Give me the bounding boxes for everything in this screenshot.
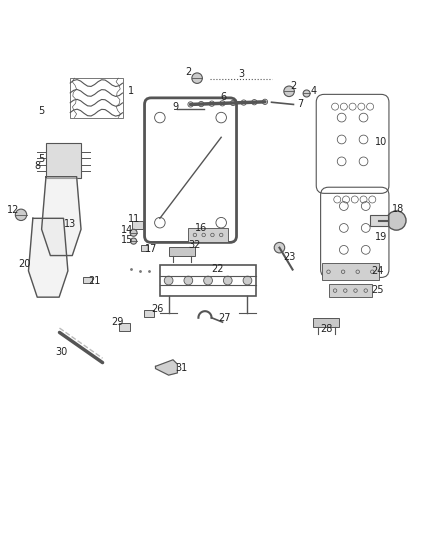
Bar — [119, 323, 131, 330]
Polygon shape — [155, 360, 177, 375]
Text: 19: 19 — [375, 232, 387, 242]
Text: 5: 5 — [39, 106, 45, 116]
Text: 32: 32 — [189, 240, 201, 251]
Text: 27: 27 — [218, 313, 230, 323]
Text: 25: 25 — [371, 285, 384, 295]
Circle shape — [192, 73, 202, 84]
Text: 4: 4 — [310, 86, 316, 96]
Text: 3: 3 — [238, 69, 244, 79]
Text: 7: 7 — [297, 99, 303, 109]
Circle shape — [274, 243, 285, 253]
Circle shape — [303, 90, 310, 97]
Text: 31: 31 — [176, 363, 188, 373]
Text: 16: 16 — [195, 223, 208, 233]
Circle shape — [387, 211, 406, 230]
Bar — [70, 78, 123, 118]
Circle shape — [15, 209, 27, 221]
Circle shape — [243, 276, 252, 285]
Text: 6: 6 — [220, 92, 226, 102]
Text: 22: 22 — [212, 264, 224, 273]
Circle shape — [164, 276, 173, 285]
Text: 23: 23 — [283, 252, 295, 262]
Text: 2: 2 — [290, 81, 297, 91]
Bar — [144, 310, 154, 317]
Text: 17: 17 — [145, 244, 157, 254]
Bar — [328, 284, 372, 297]
Text: 26: 26 — [152, 304, 164, 314]
Bar — [132, 221, 144, 229]
Text: 2: 2 — [185, 67, 191, 77]
Text: 11: 11 — [127, 214, 140, 224]
Circle shape — [204, 276, 212, 285]
Bar — [370, 215, 388, 226]
Bar — [313, 318, 339, 327]
Text: 8: 8 — [34, 161, 40, 171]
Bar — [83, 277, 92, 283]
Circle shape — [223, 276, 232, 285]
Text: 29: 29 — [111, 317, 123, 327]
Text: 30: 30 — [55, 347, 67, 357]
Circle shape — [130, 229, 137, 236]
Text: 28: 28 — [320, 324, 332, 334]
Bar — [188, 229, 228, 241]
Text: 15: 15 — [121, 235, 134, 245]
Circle shape — [131, 238, 137, 244]
Bar — [169, 247, 195, 255]
Text: 13: 13 — [64, 219, 76, 229]
Text: 1: 1 — [128, 86, 134, 96]
Text: 20: 20 — [18, 259, 30, 269]
Text: 5: 5 — [39, 154, 45, 164]
Text: 10: 10 — [375, 136, 387, 147]
Text: 14: 14 — [121, 225, 134, 235]
Text: 21: 21 — [88, 277, 100, 286]
Polygon shape — [28, 219, 68, 297]
Text: 12: 12 — [7, 205, 19, 215]
Circle shape — [284, 86, 294, 96]
Bar — [322, 263, 379, 280]
Bar — [141, 245, 148, 251]
Text: 24: 24 — [371, 266, 384, 276]
Polygon shape — [42, 177, 81, 255]
Bar — [160, 265, 256, 296]
Circle shape — [184, 276, 193, 285]
Text: 9: 9 — [172, 102, 178, 111]
Text: 18: 18 — [392, 204, 404, 214]
Bar — [46, 143, 81, 178]
